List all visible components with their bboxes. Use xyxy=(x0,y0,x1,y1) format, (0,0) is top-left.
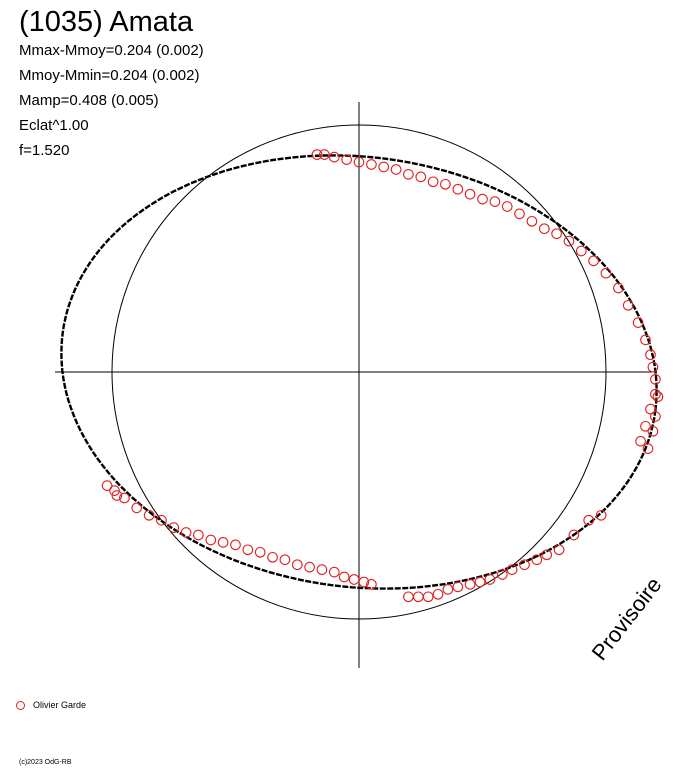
observation-point xyxy=(415,171,427,183)
observation-point xyxy=(403,169,414,180)
observation-point xyxy=(156,514,167,526)
stat-eclat: Eclat^1.00 xyxy=(19,117,89,134)
observation-point xyxy=(645,349,656,361)
observation-point xyxy=(111,490,123,501)
observation-point xyxy=(412,591,424,603)
observation-point xyxy=(568,529,580,541)
observation-point xyxy=(583,514,595,526)
observation-point xyxy=(432,588,444,600)
observation-point xyxy=(311,149,323,160)
observation-point xyxy=(635,435,646,447)
observation-point xyxy=(642,443,654,454)
observation-point xyxy=(474,576,486,588)
legend: Olivier Garde xyxy=(16,699,86,711)
observation-point xyxy=(452,183,464,195)
model-ellipse-line xyxy=(60,154,658,590)
observation-point xyxy=(442,584,454,595)
observation-point xyxy=(551,228,562,240)
observation-point xyxy=(464,579,476,590)
observation-point xyxy=(338,571,350,583)
observation-point xyxy=(427,176,439,188)
observation-point xyxy=(531,554,543,566)
observation-point xyxy=(358,576,370,588)
observation-point xyxy=(613,282,624,294)
observation-point xyxy=(422,591,434,603)
observation-point xyxy=(501,201,513,212)
observation-point xyxy=(563,235,575,247)
observation-point xyxy=(538,223,550,235)
observation-point xyxy=(131,502,143,514)
observation-point xyxy=(506,564,518,575)
observation-point xyxy=(622,299,634,311)
observation-point xyxy=(650,411,661,422)
observation-point xyxy=(378,161,390,173)
observation-point xyxy=(514,208,525,220)
observation-point xyxy=(168,522,180,533)
observation-point xyxy=(341,154,352,165)
legend-label: Olivier Garde xyxy=(33,700,87,710)
reference-circle xyxy=(111,124,607,620)
observation-point xyxy=(316,564,328,575)
observation-point xyxy=(366,159,377,170)
observation-point xyxy=(496,569,508,580)
chart-title: (1035) Amata xyxy=(19,6,194,38)
observation-point xyxy=(650,374,661,385)
observation-point xyxy=(526,215,538,227)
observation-point xyxy=(348,574,360,585)
observation-point xyxy=(484,574,496,585)
observation-point xyxy=(588,255,599,267)
observation-point xyxy=(440,178,451,190)
observation-point xyxy=(366,579,377,590)
stat-mmax-mmoy: Mmax-Mmoy=0.204 (0.002) xyxy=(19,42,204,59)
observation-point xyxy=(291,559,303,571)
stat-frequency: f=1.520 xyxy=(19,142,70,159)
observation-point xyxy=(193,529,204,541)
observation-point xyxy=(647,361,659,373)
observation-point xyxy=(217,537,229,548)
observation-point xyxy=(230,539,241,551)
observation-point xyxy=(519,559,530,571)
legend-circle-marker-icon xyxy=(16,700,25,710)
stat-mamp: Mamp=0.408 (0.005) xyxy=(19,92,159,109)
observation-point xyxy=(632,317,644,328)
observation-point xyxy=(640,334,651,346)
observation-point xyxy=(319,149,330,160)
observation-point xyxy=(553,544,565,556)
observation-point xyxy=(452,581,464,593)
observation-point xyxy=(205,534,217,546)
observation-point xyxy=(575,245,587,257)
observation-point xyxy=(403,591,414,603)
observation-point xyxy=(242,544,254,556)
observation-point xyxy=(304,561,315,573)
observation-point xyxy=(647,425,659,437)
observation-point xyxy=(254,546,266,558)
observation-point xyxy=(119,492,130,504)
copyright: (c)2023 OdG-RB xyxy=(19,759,72,766)
observation-point xyxy=(353,156,365,168)
observation-point xyxy=(650,388,661,400)
observation-point xyxy=(464,188,476,200)
observation-point xyxy=(600,267,612,279)
observation-point xyxy=(652,391,664,403)
observation-point xyxy=(328,566,340,578)
observation-point xyxy=(595,509,607,521)
observation-point xyxy=(328,151,340,163)
observation-point xyxy=(390,164,402,175)
observation-point xyxy=(101,480,113,491)
stat-mmoy-mmin: Mmoy-Mmin=0.204 (0.002) xyxy=(19,67,200,84)
observation-point xyxy=(541,549,553,561)
observation-point xyxy=(109,485,120,496)
observation-point xyxy=(640,420,651,432)
observation-point xyxy=(180,527,192,538)
observation-point xyxy=(477,193,488,205)
observation-point xyxy=(279,554,291,566)
observation-point xyxy=(267,551,278,563)
observation-point xyxy=(143,509,155,521)
observation-point xyxy=(489,196,501,207)
observation-point xyxy=(645,403,656,415)
